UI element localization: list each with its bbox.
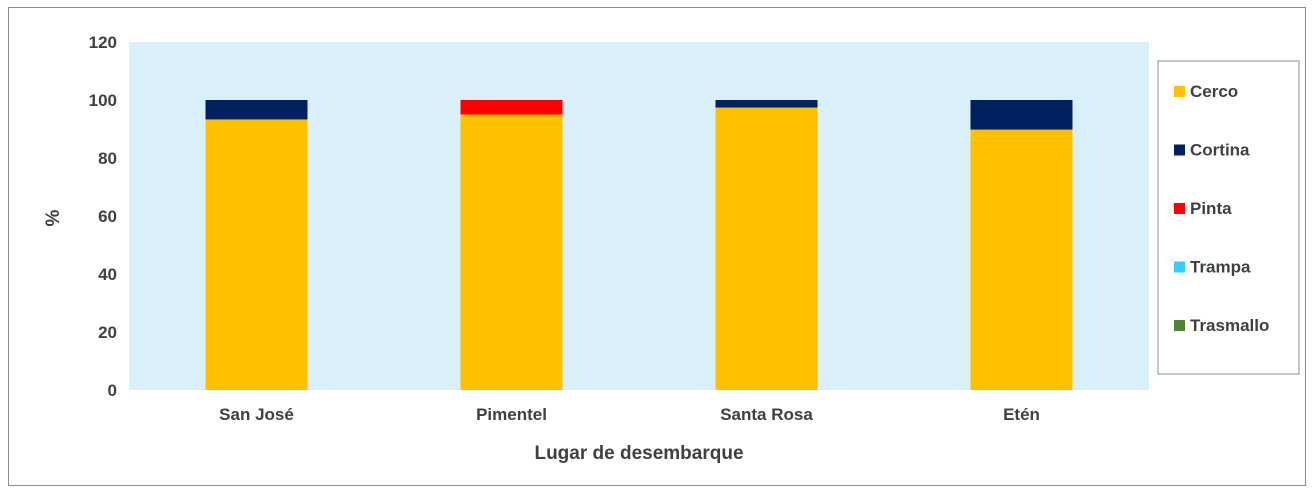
legend-label-trasmallo: Trasmallo: [1190, 316, 1269, 335]
legend-label-pinta: Pinta: [1190, 199, 1232, 218]
bar-cerco-pimentel: [460, 114, 563, 390]
chart-frame: 0 20 40 60 80 100 120 San José Pimentel Santa Ro…: [8, 7, 1306, 486]
bar-cerco-eten: [970, 129, 1073, 390]
x-tick-label: Pimentel: [476, 405, 547, 424]
legend-swatch-trampa: [1174, 261, 1185, 273]
bar-pinta-pimentel: [460, 100, 563, 115]
bar-cortina-santa-rosa: [715, 100, 818, 108]
x-axis-ticks: San José Pimentel Santa Rosa Etén: [219, 405, 1040, 424]
y-tick-label: 40: [98, 265, 117, 284]
legend: Cerco Cortina Pinta Trampa Trasmallo: [1157, 60, 1300, 375]
y-tick-label: 60: [98, 207, 117, 226]
legend-label-cerco: Cerco: [1190, 82, 1238, 101]
legend-swatch-cortina: [1174, 144, 1185, 156]
bar-cerco-santa-rosa: [715, 107, 818, 390]
legend-swatch-trasmallo: [1174, 320, 1185, 331]
x-tick-label: Etén: [1003, 405, 1040, 424]
y-tick-label: 100: [89, 91, 117, 110]
legend-swatch-cerco: [1174, 86, 1185, 97]
y-tick-label: 0: [108, 381, 117, 400]
legend-label-trampa: Trampa: [1190, 258, 1251, 277]
bar-cortina-san-jose: [205, 100, 308, 120]
stacked-bar-chart: 0 20 40 60 80 100 120 San José Pimentel Santa Ro…: [43, 33, 1300, 464]
x-tick-label: Santa Rosa: [720, 405, 813, 424]
y-axis-title: %: [43, 209, 64, 226]
y-axis-ticks: 0 20 40 60 80 100 120: [89, 33, 117, 400]
x-tick-label: San José: [219, 405, 294, 424]
x-axis-title: Lugar de desembarque: [534, 443, 743, 464]
bars: [205, 100, 1073, 391]
y-tick-label: 80: [98, 149, 117, 168]
bar-cerco-san-jose: [205, 119, 308, 391]
y-tick-label: 20: [98, 323, 117, 342]
y-tick-label: 120: [89, 33, 117, 52]
bar-cortina-eten: [970, 100, 1073, 130]
legend-label-cortina: Cortina: [1190, 141, 1250, 160]
legend-swatch-pinta: [1174, 203, 1185, 214]
